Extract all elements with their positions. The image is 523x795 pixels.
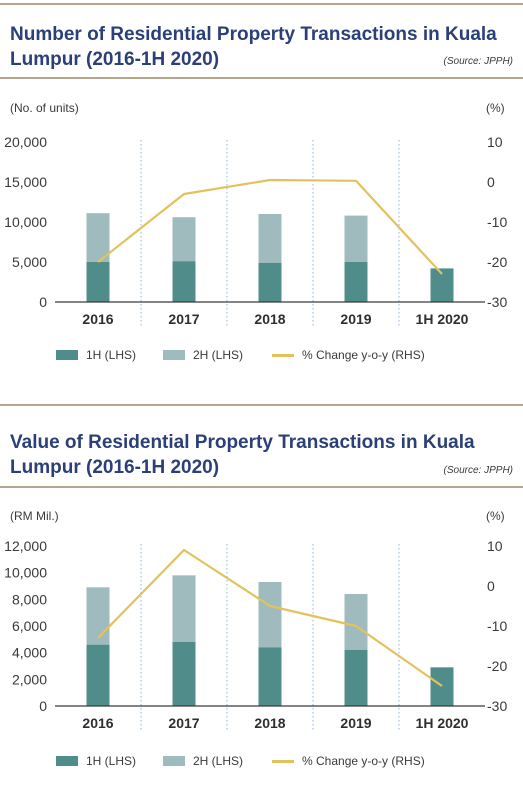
left-tick-label: 0 [39, 698, 47, 714]
legend-label-1h: 1H (LHS) [86, 754, 137, 768]
legend-swatch-2h [163, 756, 185, 766]
top-divider-2 [0, 404, 523, 406]
chart2-title: Value of Residential Property Transactio… [10, 432, 475, 478]
bar-1h [172, 642, 196, 706]
chart2-legend: 1H (LHS) 2H (LHS) % Change y-o-y (RHS) [0, 754, 523, 774]
title-divider-1 [0, 77, 523, 79]
right-tick-label: 10 [487, 538, 503, 554]
legend-label-1h: 1H (LHS) [86, 348, 137, 362]
left-tick-label: 12,000 [4, 538, 47, 554]
left-tick-label: 0 [39, 294, 47, 310]
legend-label-2h: 2H (LHS) [193, 348, 244, 362]
chart1-legend: 1H (LHS) 2H (LHS) % Change y-o-y (RHS) [0, 348, 523, 368]
chart2-right-unit: (%) [486, 509, 505, 523]
legend-swatch-change [272, 353, 294, 357]
bar-1h [86, 644, 110, 706]
legend-swatch-2h [163, 350, 185, 360]
right-tick-label: 0 [487, 174, 495, 190]
chart2-plot: 12,000 10,000 8,000 6,000 4,000 2,000 0 10 0 -10 -… [4, 538, 507, 732]
bar-2h [172, 575, 196, 642]
bar-1h [344, 262, 368, 302]
left-tick-label: 15,000 [4, 174, 47, 190]
title-divider-2 [0, 486, 523, 488]
right-tick-label: 0 [487, 578, 495, 594]
legend-label-change: % Change y-o-y (RHS) [302, 754, 425, 768]
legend-item-1h: 1H (LHS) [56, 754, 136, 768]
top-divider-1 [0, 3, 523, 5]
bar-2h [344, 594, 368, 650]
bar-1h [344, 650, 368, 706]
legend-swatch-1h [56, 350, 78, 360]
legend-swatch-change [272, 759, 294, 763]
left-tick-label: 2,000 [12, 671, 47, 687]
bar-2h [172, 217, 196, 262]
category-label: 2017 [168, 715, 199, 731]
bar-1h [430, 667, 454, 706]
category-label: 2016 [82, 311, 113, 327]
category-label: 2018 [254, 311, 285, 327]
category-label: 2018 [254, 715, 285, 731]
right-tick-label: -10 [487, 618, 507, 634]
chart1-right-unit: (%) [486, 101, 505, 115]
legend-item-2h: 2H (LHS) [163, 348, 243, 362]
right-tick-label: -30 [487, 698, 507, 714]
chart1-plot: 20,000 15,000 10,000 5,000 0 10 0 -10 -20 -30 2016… [4, 134, 507, 328]
bar-1h [86, 262, 110, 302]
left-tick-label: 8,000 [12, 591, 47, 607]
chart2-left-unit: (RM Mil.) [10, 509, 59, 523]
bar-1h [172, 261, 196, 302]
category-label: 2019 [340, 311, 371, 327]
bar-2h [258, 582, 282, 648]
bar-2h [344, 215, 368, 262]
left-tick-label: 4,000 [12, 645, 47, 661]
right-tick-label: -20 [487, 658, 507, 674]
chart1-left-unit: (No. of units) [10, 101, 79, 115]
legend-item-1h: 1H (LHS) [56, 348, 136, 362]
bar-1h [258, 262, 282, 302]
chart2-source: (Source: JPPH) [443, 465, 513, 476]
category-label: 2019 [340, 715, 371, 731]
legend-item-change: % Change y-o-y (RHS) [272, 348, 425, 362]
bar-2h [86, 213, 110, 262]
category-label: 2017 [168, 311, 199, 327]
bar-1h [430, 268, 454, 302]
legend-label-2h: 2H (LHS) [193, 754, 244, 768]
category-label: 2016 [82, 715, 113, 731]
category-label: 1H 2020 [416, 715, 469, 731]
left-tick-label: 5,000 [12, 254, 47, 270]
legend-swatch-1h [56, 756, 78, 766]
right-tick-label: -30 [487, 294, 507, 310]
left-tick-label: 10,000 [4, 214, 47, 230]
chart1-title: Number of Residential Property Transacti… [10, 24, 497, 70]
left-tick-label: 6,000 [12, 618, 47, 634]
legend-item-2h: 2H (LHS) [163, 754, 243, 768]
legend-item-change: % Change y-o-y (RHS) [272, 754, 425, 768]
chart1-source: (Source: JPPH) [443, 56, 513, 67]
left-tick-label: 20,000 [4, 134, 47, 150]
right-tick-label: -10 [487, 214, 507, 230]
category-label: 1H 2020 [416, 311, 469, 327]
bar-2h [86, 587, 110, 645]
legend-label-change: % Change y-o-y (RHS) [302, 348, 425, 362]
right-tick-label: 10 [487, 134, 503, 150]
bar-1h [258, 647, 282, 706]
bar-2h [258, 214, 282, 263]
right-tick-label: -20 [487, 254, 507, 270]
left-tick-label: 10,000 [4, 565, 47, 581]
